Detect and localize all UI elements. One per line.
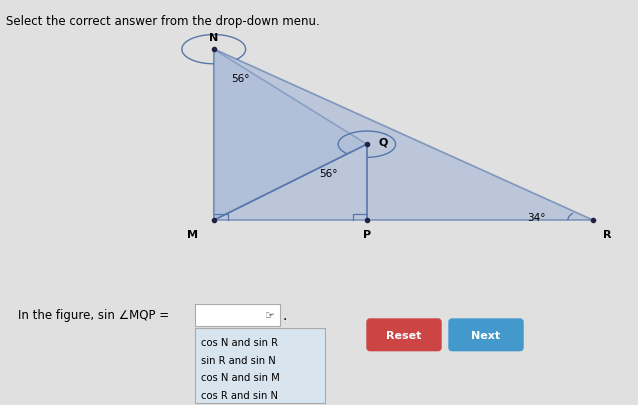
Text: sin R and sin N: sin R and sin N — [201, 355, 276, 364]
Text: Q: Q — [378, 137, 388, 147]
Text: 56°: 56° — [319, 168, 338, 178]
Polygon shape — [214, 50, 593, 221]
Polygon shape — [214, 50, 367, 221]
Text: ☞: ☞ — [265, 310, 275, 320]
Text: Reset: Reset — [387, 330, 422, 340]
FancyBboxPatch shape — [449, 319, 523, 351]
Text: .: . — [283, 308, 287, 322]
Text: R: R — [603, 229, 611, 239]
Bar — [195, 305, 280, 326]
Text: cos N and sin R: cos N and sin R — [201, 337, 278, 347]
Text: cos R and sin N: cos R and sin N — [201, 390, 278, 400]
Text: P: P — [363, 229, 371, 239]
Text: Select the correct answer from the drop-down menu.: Select the correct answer from the drop-… — [6, 15, 320, 28]
Text: 34°: 34° — [527, 212, 545, 222]
Text: M: M — [187, 229, 198, 239]
Bar — [195, 328, 325, 403]
Text: Next: Next — [471, 330, 501, 340]
Text: cos N and sin M: cos N and sin M — [201, 373, 279, 382]
FancyBboxPatch shape — [367, 319, 441, 351]
Text: N: N — [209, 33, 218, 43]
Text: In the figure, sin ∠MQP =: In the figure, sin ∠MQP = — [18, 308, 169, 321]
Text: 56°: 56° — [232, 73, 250, 83]
